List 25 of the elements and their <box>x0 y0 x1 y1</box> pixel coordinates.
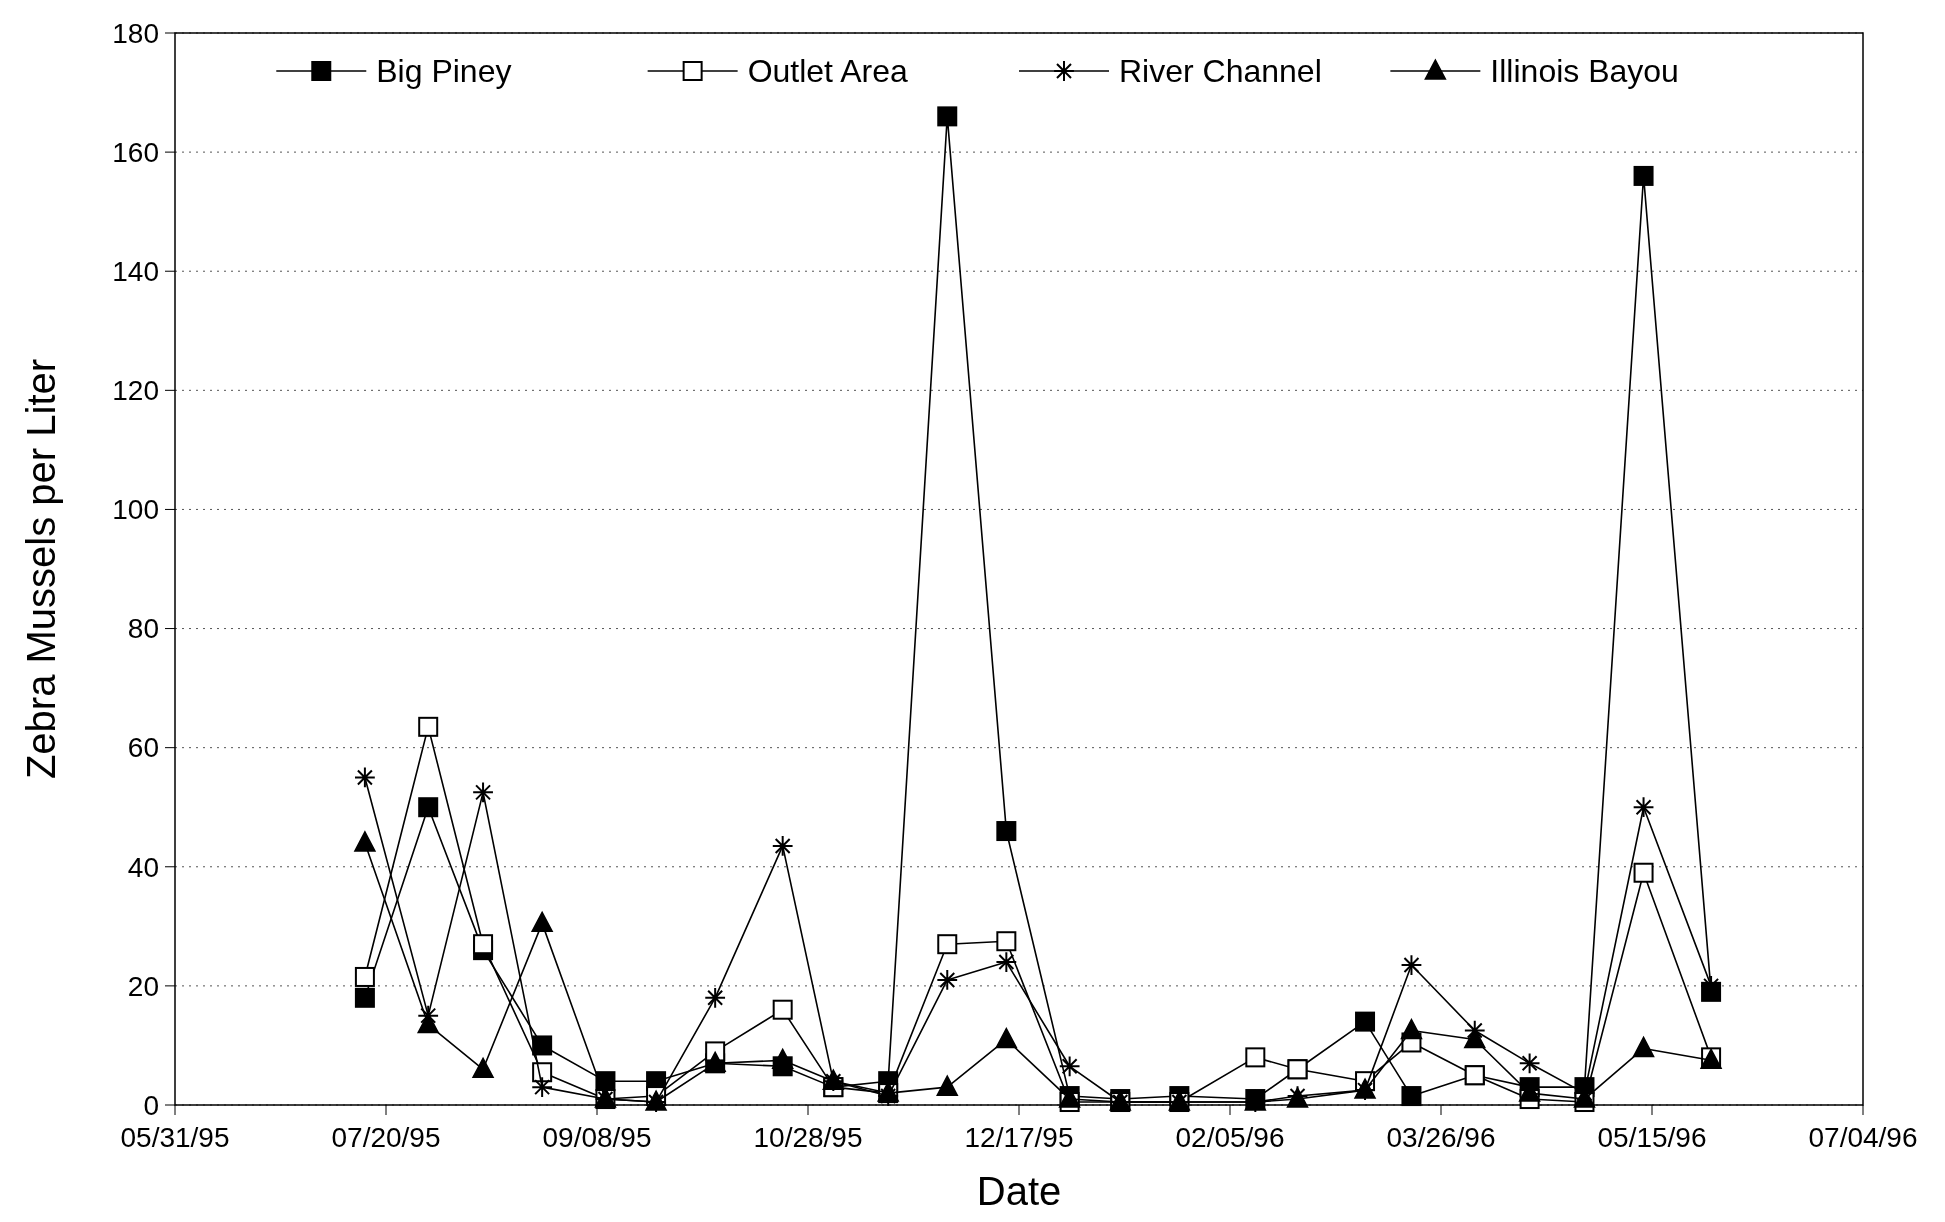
x-tick-label: 05/15/96 <box>1597 1122 1707 1153</box>
y-tick-label: 140 <box>112 256 159 288</box>
x-tick-label: 02/05/96 <box>1175 1122 1285 1153</box>
y-tick-label: 0 <box>143 1089 159 1121</box>
x-axis-title: Date <box>976 1169 1062 1213</box>
legend-label: Big Piney <box>376 53 512 90</box>
x-tick-label: 12/17/95 <box>964 1122 1074 1153</box>
y-tick-label: 160 <box>112 136 159 168</box>
legend-label: Illinois Bayou <box>1490 53 1679 90</box>
x-tick-label: 10/28/95 <box>753 1122 863 1153</box>
y-tick-label: 20 <box>127 970 159 1002</box>
legend-label: Outlet Area <box>747 53 908 90</box>
x-tick-label: 03/26/96 <box>1386 1122 1496 1153</box>
y-tick-label: 120 <box>112 375 159 407</box>
y-tick-label: 80 <box>127 613 159 645</box>
x-tick-label: 09/08/95 <box>542 1122 652 1153</box>
y-tick-label: 180 <box>112 17 159 49</box>
y-tick-label: 100 <box>112 494 159 526</box>
x-tick-label: 07/04/96 <box>1808 1122 1918 1153</box>
x-tick-label: 07/20/95 <box>331 1122 441 1153</box>
legend-label: River Channel <box>1119 53 1322 90</box>
y-axis-title: Zebra Mussels per Liter <box>19 358 63 780</box>
y-tick-label: 60 <box>127 732 159 764</box>
y-tick-label: 40 <box>127 851 159 883</box>
x-tick-label: 05/31/95 <box>120 1122 230 1153</box>
